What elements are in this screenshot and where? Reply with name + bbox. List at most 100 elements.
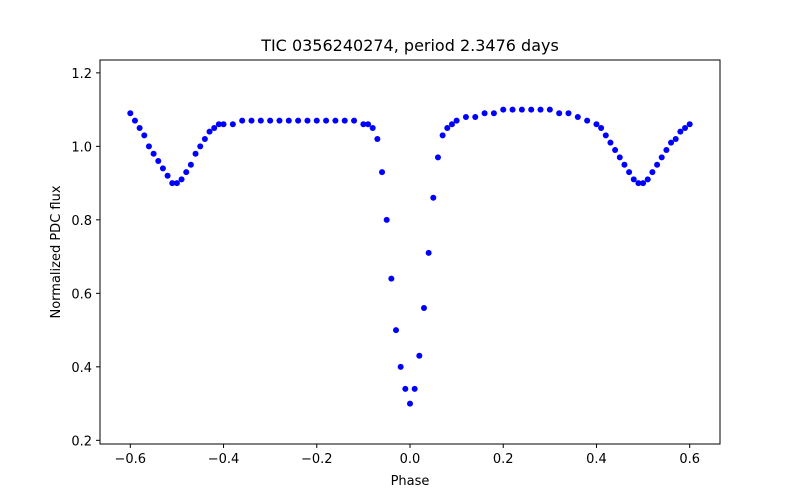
data-point [379, 169, 386, 176]
data-point [528, 106, 535, 113]
data-points [127, 106, 693, 407]
data-point [686, 121, 693, 128]
y-axis-ticks: 0.2 0.4 0.6 0.8 1.0 1.2 [71, 67, 100, 449]
y-tick-label: 0.8 [71, 214, 92, 229]
data-point [192, 150, 199, 157]
data-point [304, 117, 311, 124]
data-point [668, 139, 675, 146]
data-point [630, 176, 637, 183]
data-point [537, 106, 544, 113]
data-point [607, 139, 614, 146]
data-point [472, 113, 479, 120]
data-point [164, 172, 171, 179]
data-point [430, 194, 437, 201]
data-point [411, 385, 418, 392]
data-point [365, 121, 372, 128]
data-point [248, 117, 255, 124]
x-axis-ticks: −0.6 −0.4 −0.2 0.0 0.2 0.4 0.6 [115, 444, 700, 467]
data-point [644, 176, 651, 183]
data-point [663, 147, 670, 154]
data-point [206, 128, 213, 135]
data-point [416, 352, 423, 359]
data-point [444, 124, 451, 131]
data-point [374, 136, 381, 143]
data-point [574, 113, 581, 120]
y-tick-label: 1.2 [71, 67, 92, 82]
data-point [229, 121, 236, 128]
data-point [169, 180, 176, 187]
y-tick-label: 1.0 [71, 140, 92, 155]
data-point [672, 136, 679, 143]
data-point [500, 106, 507, 113]
y-tick-label: 0.4 [71, 361, 92, 376]
data-point [295, 117, 302, 124]
x-tick-label: −0.4 [208, 452, 240, 467]
data-point [434, 154, 441, 161]
x-tick-label: 0.0 [400, 452, 421, 467]
data-point [640, 180, 647, 187]
chart-title: TIC 0356240274, period 2.3476 days [260, 36, 559, 55]
data-point [211, 124, 218, 131]
data-point [635, 180, 642, 187]
data-point [407, 400, 413, 407]
y-tick-label: 0.6 [71, 287, 92, 302]
data-point [285, 117, 292, 124]
data-point [201, 136, 208, 143]
data-point [654, 161, 661, 168]
data-point [481, 110, 488, 117]
x-tick-label: −0.6 [115, 452, 147, 467]
data-point [267, 117, 274, 124]
data-point [183, 169, 190, 176]
data-point [565, 110, 572, 117]
data-point [658, 154, 665, 161]
data-point [178, 176, 185, 183]
data-point [351, 117, 358, 124]
data-point [141, 132, 148, 139]
data-point [593, 121, 600, 128]
data-point [220, 121, 227, 128]
data-point [127, 110, 134, 117]
data-point [621, 161, 628, 168]
data-point [332, 117, 339, 124]
data-point [173, 180, 180, 187]
data-point [159, 165, 166, 172]
data-point [420, 305, 427, 312]
plot-frame [99, 59, 721, 445]
data-point [682, 124, 689, 131]
data-point [490, 110, 497, 117]
data-point [131, 117, 138, 124]
data-point [598, 124, 605, 131]
data-point [602, 132, 609, 139]
data-point [239, 117, 246, 124]
data-point [509, 106, 516, 113]
data-point [616, 154, 623, 161]
data-point [383, 216, 390, 223]
data-point [556, 110, 563, 117]
data-point [397, 363, 404, 370]
x-tick-label: −0.2 [301, 452, 333, 467]
data-point [215, 121, 222, 128]
data-point [360, 121, 367, 128]
data-point [313, 117, 320, 124]
data-point [369, 124, 376, 131]
data-point [393, 327, 400, 334]
data-point [197, 143, 204, 150]
data-point [257, 117, 264, 124]
data-point [612, 147, 619, 154]
data-point [546, 106, 553, 113]
data-point [439, 132, 446, 139]
data-point [402, 385, 409, 392]
data-point [448, 121, 455, 128]
data-point [677, 128, 684, 135]
data-point [462, 113, 469, 120]
x-axis-label: Phase [391, 474, 430, 489]
data-point [155, 158, 162, 165]
data-point [145, 143, 152, 150]
x-tick-label: 0.4 [586, 452, 607, 467]
data-point [187, 161, 194, 168]
data-point [425, 249, 432, 256]
y-tick-label: 0.2 [71, 434, 92, 449]
data-point [388, 275, 395, 282]
x-tick-label: 0.2 [493, 452, 514, 467]
